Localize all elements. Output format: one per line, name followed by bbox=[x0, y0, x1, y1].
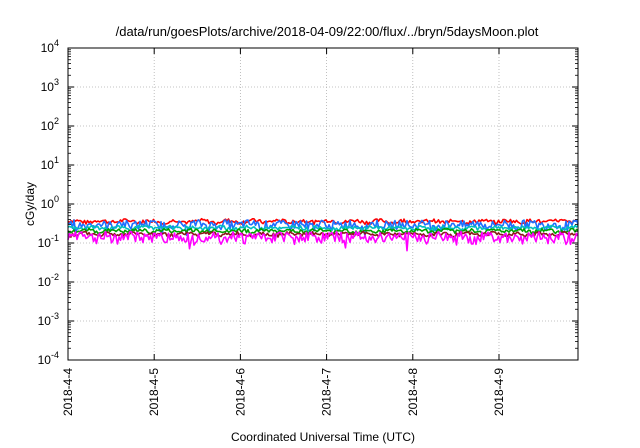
y-tick-label: 10-2 bbox=[38, 272, 59, 289]
x-tick-label: 2018-4-9 bbox=[492, 368, 506, 416]
x-tick-label: 2018-4-6 bbox=[233, 368, 247, 416]
x-tick-label: 2018-4-7 bbox=[320, 368, 334, 416]
y-tick-label: 100 bbox=[41, 194, 59, 211]
series-line bbox=[67, 227, 579, 235]
y-tick-label: 10-4 bbox=[38, 350, 59, 367]
x-axis: 2018-4-4 2018-4-5 2018-4-6 2018-4-7 2018-4-8… bbox=[61, 48, 506, 416]
series-line bbox=[68, 219, 579, 237]
series-group bbox=[67, 217, 579, 252]
series-line bbox=[67, 230, 579, 252]
series-line bbox=[67, 224, 579, 233]
x-tick-label: 2018-4-8 bbox=[406, 368, 420, 416]
y-tick-label: 10-3 bbox=[38, 311, 59, 328]
x-axis-label: Coordinated Universal Time (UTC) bbox=[231, 430, 415, 444]
y-axis: 10-4 10-3 10-2 10-1 100 101 102 103 104 bbox=[38, 38, 578, 367]
y-tick-label: 103 bbox=[41, 77, 59, 94]
chart-title: /data/run/goesPlots/archive/2018-04-09/2… bbox=[116, 24, 539, 39]
y-axis-label: cGy/day bbox=[23, 182, 37, 226]
y-tick-label: 102 bbox=[41, 116, 59, 133]
x-tick-label: 2018-4-4 bbox=[61, 368, 75, 416]
y-tick-label: 104 bbox=[41, 38, 59, 55]
y-tick-label: 10-1 bbox=[38, 233, 59, 250]
y-tick-label: 101 bbox=[41, 155, 59, 172]
grid bbox=[68, 48, 578, 360]
x-tick-label: 2018-4-5 bbox=[147, 368, 161, 416]
